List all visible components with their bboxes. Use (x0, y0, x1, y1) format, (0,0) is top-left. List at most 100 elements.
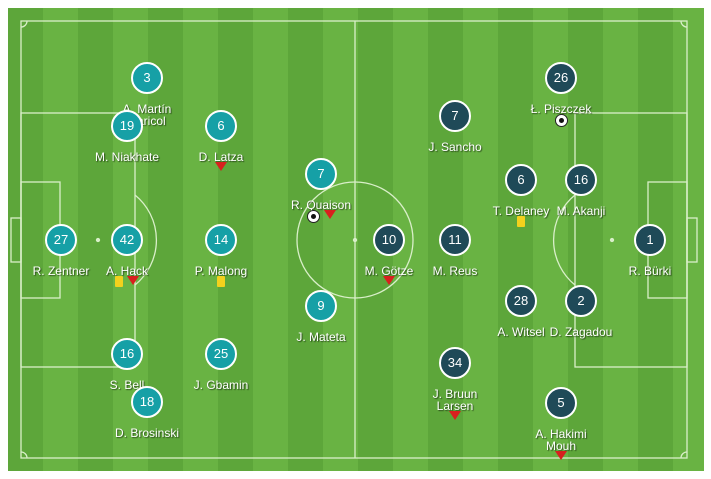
player-number: 42 (111, 224, 143, 256)
sub-off-icon (323, 210, 336, 219)
player-away[interactable]: 1 R. Bürki (590, 224, 710, 277)
player-number: 1 (634, 224, 666, 256)
player-away[interactable]: 6 T. Delaney (461, 164, 581, 227)
player-name: M. Reus (395, 265, 515, 277)
goal-icon (554, 114, 568, 127)
yellow-card-icon (115, 276, 123, 287)
sub-off-icon (555, 451, 567, 460)
player-away[interactable]: 7 J. Sancho (395, 100, 515, 153)
player-name-line: D. Zagadou (549, 325, 613, 339)
goal-icon (306, 210, 320, 223)
player-name: D. Latza (161, 151, 281, 163)
player-name: M. Akanji (521, 205, 641, 217)
player-events (395, 411, 515, 420)
player-name-line: J. Gbamin (193, 378, 249, 392)
player-name: D. Brosinski (87, 427, 207, 439)
player-events (161, 162, 281, 171)
player-name-line: M. Götze (364, 264, 414, 278)
player-name-line: J. Mateta (296, 330, 346, 344)
player-name-line: P. Malong (194, 264, 248, 278)
player-name-line: A. Hakimi (535, 427, 587, 441)
player-number: 3 (131, 62, 163, 94)
player-name-line: R. Quaison (290, 198, 352, 212)
player-name-line: M. Niakhate (94, 150, 160, 164)
player-name: J. Mateta (261, 331, 381, 343)
player-away[interactable]: 2 D. Zagadou (521, 285, 641, 338)
player-events (261, 210, 381, 223)
player-number: 28 (505, 285, 537, 317)
player-away[interactable]: 26 Ł. Piszczek (501, 62, 621, 127)
player-events (501, 114, 621, 127)
player-number: 10 (373, 224, 405, 256)
player-name: A. Witsel (461, 326, 581, 338)
player-name-line: D. Latza (198, 150, 244, 164)
sub-off-icon (127, 276, 139, 285)
player-name: R. Quaison (261, 199, 381, 211)
player-home[interactable]: 14 P. Malong (161, 224, 281, 287)
player-name-line: A. Hack (105, 264, 148, 278)
player-number: 16 (565, 164, 597, 196)
player-name: S. Bell (67, 379, 187, 391)
player-name: J. Gbamin (161, 379, 281, 391)
player-number: 6 (205, 110, 237, 142)
player-number: 34 (439, 347, 471, 379)
player-number: 25 (205, 338, 237, 370)
player-name-line: R. Bürki (628, 264, 672, 278)
player-events (461, 216, 581, 227)
player-home[interactable]: 27 R. Zentner (1, 224, 121, 277)
sub-off-icon (449, 411, 461, 420)
player-number: 5 (545, 387, 577, 419)
player-number: 19 (111, 110, 143, 142)
player-events (329, 276, 449, 285)
player-number: 11 (439, 224, 471, 256)
player-away[interactable]: 11 M. Reus (395, 224, 515, 277)
player-name-line: R. Zentner (32, 264, 90, 278)
player-away[interactable]: 10 M. Götze (329, 224, 449, 285)
player-home[interactable]: 25 J. Gbamin (161, 338, 281, 391)
player-away[interactable]: 28 A. Witsel (461, 285, 581, 338)
player-name: A. Hack (67, 265, 187, 277)
player-number: 14 (205, 224, 237, 256)
player-events (501, 451, 621, 460)
player-home[interactable]: 18 D. Brosinski (87, 386, 207, 439)
player-name-line: S. Bell (109, 378, 145, 392)
player-number: 7 (305, 158, 337, 190)
player-name-line: M. Reus (432, 264, 478, 278)
player-name-line: A. Witsel (497, 325, 545, 339)
player-number: 16 (111, 338, 143, 370)
player-name: D. Zagadou (521, 326, 641, 338)
player-home[interactable]: 7 R. Quaison (261, 158, 381, 223)
player-name: A. Hakimi Mouh (501, 428, 621, 452)
player-name-line: M. Akanji (556, 204, 606, 218)
player-name-line: D. Brosinski (114, 426, 179, 440)
player-number: 7 (439, 100, 471, 132)
player-name: J. Bruun Larsen (395, 388, 515, 412)
sub-off-icon (383, 276, 395, 285)
player-name: J. Sancho (395, 141, 515, 153)
player-home[interactable]: 16 S. Bell (67, 338, 187, 391)
player-home[interactable]: 19 M. Niakhate (67, 110, 187, 163)
player-number: 9 (305, 290, 337, 322)
player-name-line: Mouh (545, 439, 577, 453)
player-name: T. Delaney (461, 205, 581, 217)
player-home[interactable]: 42 A. Hack (67, 224, 187, 287)
player-name-line: Larsen (436, 399, 474, 413)
player-name-line: T. Delaney (492, 204, 550, 218)
yellow-card-icon (517, 216, 525, 227)
player-events (161, 276, 281, 287)
player-name: P. Malong (161, 265, 281, 277)
player-home[interactable]: 6 D. Latza (161, 110, 281, 171)
player-name: R. Bürki (590, 265, 710, 277)
player-away[interactable]: 16 M. Akanji (521, 164, 641, 217)
player-events (67, 276, 187, 287)
player-away[interactable]: 34 J. Bruun Larsen (395, 347, 515, 420)
player-name: R. Zentner (1, 265, 121, 277)
player-home[interactable]: 9 J. Mateta (261, 290, 381, 343)
yellow-card-icon (217, 276, 225, 287)
player-name: Ł. Piszczek (501, 103, 621, 115)
player-name-line: Ł. Piszczek (530, 102, 592, 116)
player-away[interactable]: 5 A. Hakimi Mouh (501, 387, 621, 460)
player-number: 2 (565, 285, 597, 317)
player-name: M. Götze (329, 265, 449, 277)
player-number: 27 (45, 224, 77, 256)
